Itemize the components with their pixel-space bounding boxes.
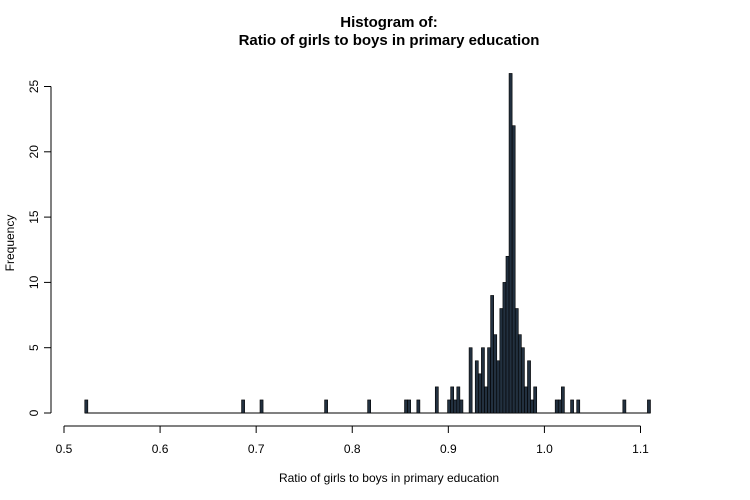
histogram-bar — [453, 399, 458, 414]
histogram-bar — [557, 399, 562, 414]
histogram-bar — [450, 386, 455, 414]
histogram-bar — [456, 386, 461, 414]
histogram-bar — [434, 386, 439, 414]
chart-title-line-1: Histogram of: — [340, 14, 438, 31]
y-axis: 0 5 10 15 20 25 — [27, 80, 52, 416]
histogram-bar — [490, 295, 494, 414]
histogram-bar — [241, 399, 245, 414]
histogram-bar — [561, 386, 565, 414]
x-tick-label: 1.0 — [536, 442, 553, 456]
histogram-bar — [487, 347, 491, 414]
histogram-bar — [493, 334, 498, 414]
histogram-bar — [530, 399, 534, 414]
chart-title-line-2: Ratio of girls to boys in primary educat… — [239, 32, 540, 49]
x-axis-label: Ratio of girls to boys in primary educat… — [279, 471, 499, 485]
histogram-bar — [554, 399, 559, 414]
histogram-bars — [84, 73, 651, 414]
histogram-bar — [570, 399, 574, 414]
y-tick-label: 10 — [27, 275, 41, 289]
x-tick-label: 0.7 — [248, 442, 265, 456]
histogram-bar — [517, 334, 522, 414]
histogram-bar — [416, 399, 421, 414]
histogram-bar — [478, 373, 482, 414]
histogram-bar — [468, 347, 473, 414]
histogram-bar — [484, 386, 488, 414]
histogram-bar — [496, 360, 501, 414]
y-tick-label: 15 — [27, 210, 41, 224]
x-tick-label: 0.5 — [56, 442, 73, 456]
x-tick-label: 1.1 — [632, 442, 649, 456]
histogram-bar — [524, 386, 528, 414]
histogram-bar — [447, 399, 451, 414]
histogram-bar — [481, 347, 485, 414]
histogram-bar — [459, 399, 464, 414]
histogram-bar — [502, 282, 507, 414]
histogram-bar — [647, 399, 651, 414]
histogram-bar — [407, 399, 411, 414]
histogram-bar — [514, 308, 519, 414]
histogram-bar — [576, 399, 581, 414]
histogram-bar — [622, 399, 627, 414]
y-axis-label: Frequency — [3, 215, 17, 272]
histogram-bar — [527, 360, 531, 414]
histogram-bar — [367, 399, 371, 414]
histogram-bar — [259, 399, 264, 414]
x-tick-label: 0.9 — [440, 442, 457, 456]
y-tick-label: 20 — [27, 145, 41, 159]
histogram-bar — [533, 386, 538, 414]
y-tick-label: 25 — [27, 80, 41, 94]
histogram-bar — [521, 347, 525, 414]
x-tick-label: 0.8 — [344, 442, 361, 456]
histogram-bar — [508, 73, 513, 414]
y-tick-label: 5 — [27, 344, 41, 351]
histogram-bar — [404, 399, 408, 414]
histogram-bar — [499, 308, 504, 414]
y-tick-label: 0 — [27, 409, 41, 416]
histogram-bar — [511, 125, 516, 414]
histogram-bar — [474, 360, 479, 414]
histogram-bar — [505, 255, 510, 414]
histogram-bar — [324, 399, 328, 414]
x-axis: 0.5 0.6 0.7 0.8 0.9 1.0 1.1 — [56, 425, 649, 456]
histogram-bar — [84, 399, 89, 414]
x-tick-label: 0.6 — [152, 442, 169, 456]
